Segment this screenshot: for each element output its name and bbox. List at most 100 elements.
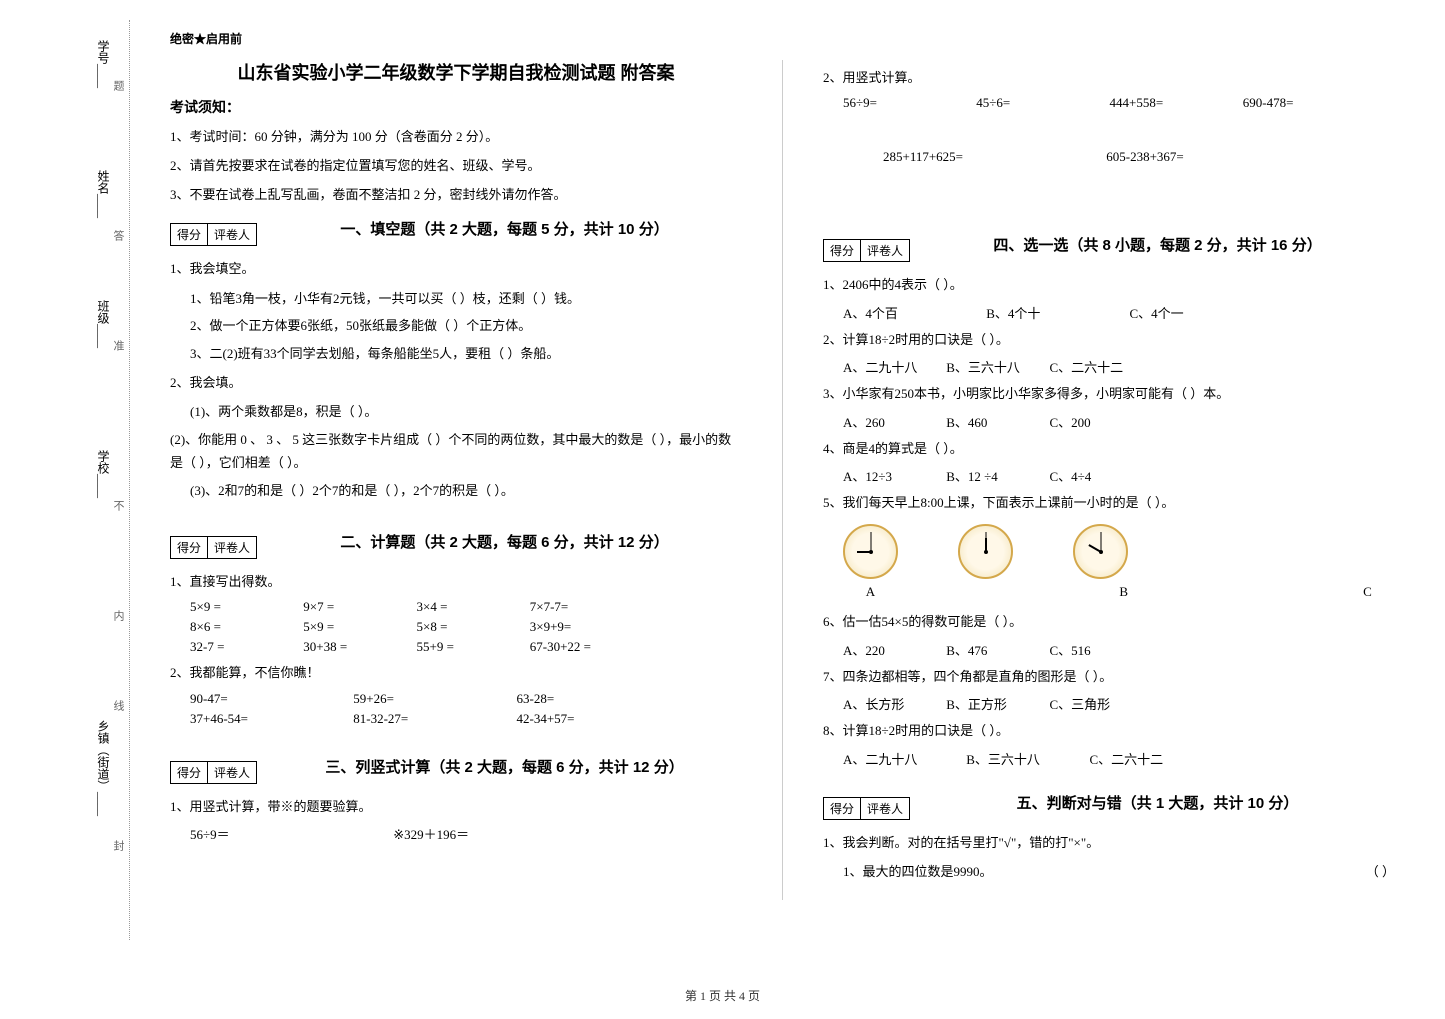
section-5-title: 五、判断对与错（共 1 大题，共计 10 分） [920,792,1395,813]
clock-label-a: A [843,584,898,600]
calc-item: 59+26= [353,691,513,707]
option-row: A、220 B、476 C、516 [843,640,1395,659]
option-row: A、12÷3 B、12 ÷4 C、4÷4 [843,466,1395,485]
confidential-label: 绝密★启用前 [170,30,742,47]
s4-q4: 4、商是4的算式是（ ）。 [823,437,1395,460]
grader-label: 评卷人 [208,762,256,783]
calc-item: 605-238+367= [1106,149,1266,165]
calc-item: 63-28= [517,691,677,707]
seal-label: 题 [110,80,126,91]
calc-row: 285+117+625= 605-238+367= [883,149,1395,165]
option: B、三六十八 [966,749,1086,768]
calc-row: 8×6 = 5×9 = 5×8 = 3×9+9= [190,619,742,635]
s3-q1: 1、用竖式计算，带※的题要验算。 [170,795,742,818]
option: A、二九十八 [843,357,943,376]
exam-notice-title: 考试须知： [170,97,742,117]
calc-item: 7×7-7= [530,599,640,615]
s1-q1-1: 1、铅笔3角一枝，小华有2元钱，一共可以买（ ）枝，还剩（ ）钱。 [190,287,742,310]
option-row: A、二九十八 B、三六十八 C、二六十二 [843,749,1395,768]
binding-label-name: 姓名____ [95,170,112,218]
calc-item: 90-47= [190,691,350,707]
calc-item: 285+117+625= [883,149,1103,165]
calc-item: 3×9+9= [530,619,640,635]
instruction: 3、不要在试卷上乱写乱画，卷面不整洁扣 2 分，密封线外请勿作答。 [170,185,742,206]
option-row: A、260 B、460 C、200 [843,412,1395,431]
option: A、220 [843,640,943,659]
option: C、二六十二 [1090,749,1230,768]
s1-q1-3: 3、二(2)班有33个同学去划船，每条船能坐5人，要租（ ）条船。 [190,342,742,365]
grader-label: 评卷人 [861,798,909,819]
option: B、三六十八 [946,357,1046,376]
s5-q1-1-text: 1、最大的四位数是9990。 [843,860,993,883]
option: C、4个一 [1130,303,1270,322]
option: B、4个十 [986,303,1126,322]
section-1-title: 一、填空题（共 2 大题，每题 5 分，共计 10 分） [267,218,742,239]
calc-item: 67-30+22 = [530,639,640,655]
clock-b-icon [958,524,1013,579]
option-row: A、二九十八 B、三六十八 C、二六十二 [843,357,1395,376]
seal-label: 封 [110,840,126,851]
s4-q1: 1、2406中的4表示（ ）。 [823,273,1395,296]
s5-q1-1: 1、最大的四位数是9990。 （ ） [843,860,1395,883]
section-4-title: 四、选一选（共 8 小题，每题 2 分，共计 16 分） [920,234,1395,255]
clock-label-b: B [958,584,1128,600]
calc-item: 81-32-27= [353,711,513,727]
s4-q3: 3、小华家有250本书，小明家比小华家多得多，小明家可能有（ ）本。 [823,382,1395,405]
option: C、200 [1050,412,1190,431]
column-separator [782,60,783,900]
s3-q2: 2、用竖式计算。 [823,66,1395,89]
calc-item: 45÷6= [976,95,1106,111]
section-2-title: 二、计算题（共 2 大题，每题 6 分，共计 12 分） [267,531,742,552]
content-area: 绝密★启用前 山东省实验小学二年级数学下学期自我检测试题 附答案 考试须知： 1… [130,20,1405,940]
score-label: 得分 [171,762,208,783]
clock-label-c: C [1340,584,1395,600]
s1-q2-1: (1)、两个乘数都是8，积是（ ）。 [190,400,742,423]
score-label: 得分 [824,798,861,819]
calc-item: 56÷9＝ [190,824,390,843]
clock-a-icon [843,524,898,579]
calc-item: 5×9 = [303,619,413,635]
s1-q2: 2、我会填。 [170,371,742,394]
score-box: 得分 评卷人 [170,223,257,246]
seal-label: 不 [110,500,126,511]
option: C、4÷4 [1050,466,1190,485]
s2-q1: 1、直接写出得数。 [170,570,742,593]
calc-row: 56÷9＝ ※329＋196＝ [190,824,742,843]
calc-item: 690-478= [1243,95,1353,111]
s4-q6: 6、估一估54×5的得数可能是（ ）。 [823,610,1395,633]
option: A、4个百 [843,303,983,322]
score-label: 得分 [171,224,208,245]
calc-row: 5×9 = 9×7 = 3×4 = 7×7-7= [190,599,742,615]
page-footer: 第 1 页 共 4 页 [0,987,1445,1004]
option: A、12÷3 [843,466,943,485]
seal-label: 内 [110,610,126,621]
score-box: 得分 评卷人 [823,239,910,262]
score-box: 得分 评卷人 [170,761,257,784]
option: B、460 [946,412,1046,431]
s4-q5: 5、我们每天早上8:00上课，下面表示上课前一小时的是（ ）。 [823,491,1395,514]
page: 学号____ 姓名____ 班级____ 学校____ 乡镇（街道）____ 题… [0,0,1445,960]
calc-item: 42-34+57= [517,711,677,727]
option-row: A、4个百 B、4个十 C、4个一 [843,303,1395,322]
s1-q1-2: 2、做一个正方体要6张纸，50张纸最多能做（ ）个正方体。 [190,314,742,337]
option: C、516 [1050,640,1190,659]
score-label: 得分 [171,537,208,558]
clock-images [843,524,1395,579]
calc-item: 32-7 = [190,639,300,655]
grader-label: 评卷人 [861,240,909,261]
calc-item: 30+38 = [303,639,413,655]
calc-row: 90-47= 59+26= 63-28= [190,691,742,707]
calc-item: 37+46-54= [190,711,350,727]
calc-item: 5×8 = [417,619,527,635]
section-3-header: 得分 评卷人 三、列竖式计算（共 2 大题，每题 6 分，共计 12 分） [170,751,742,789]
calc-item: ※329＋196＝ [393,824,553,843]
calc-row: 32-7 = 30+38 = 55+9 = 67-30+22 = [190,639,742,655]
option: C、二六十二 [1050,357,1190,376]
s4-q8: 8、计算18÷2时用的口诀是（ ）。 [823,719,1395,742]
instruction: 2、请首先按要求在试卷的指定位置填写您的姓名、班级、学号。 [170,156,742,177]
s2-q2: 2、我都能算，不信你瞧！ [170,661,742,684]
section-2-header: 得分 评卷人 二、计算题（共 2 大题，每题 6 分，共计 12 分） [170,526,742,564]
s1-q1: 1、我会填空。 [170,257,742,280]
option: A、长方形 [843,694,943,713]
option: C、三角形 [1050,694,1190,713]
